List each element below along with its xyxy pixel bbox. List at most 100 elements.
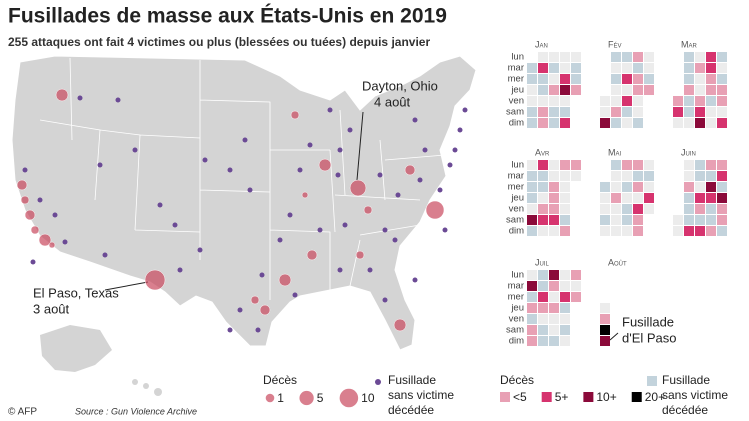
calendar-cell xyxy=(549,160,559,170)
calendar-cell xyxy=(622,160,632,170)
calendar-cell xyxy=(600,193,610,203)
legend-label: 1 xyxy=(277,391,284,405)
calendar-cell xyxy=(706,74,716,84)
calendar-cell xyxy=(684,160,694,170)
calendar-cell xyxy=(549,270,559,280)
calendar-cell xyxy=(673,215,683,225)
calendar-cell xyxy=(611,52,621,62)
calendar-cell xyxy=(706,107,716,117)
incident-dot xyxy=(447,162,453,168)
day-label: lun xyxy=(511,270,524,281)
calendar-cell xyxy=(717,107,727,117)
calendar-cell xyxy=(644,171,654,181)
calendar-cell xyxy=(644,193,654,203)
incident-dot xyxy=(242,137,248,143)
calendar-cell xyxy=(549,336,559,346)
calendar-cell xyxy=(684,215,694,225)
calendar-cell xyxy=(527,96,537,106)
calendar-cell xyxy=(717,226,727,236)
calendar-cell xyxy=(549,96,559,106)
calendar-cell xyxy=(717,171,727,181)
calendar-cell xyxy=(549,74,559,84)
calendar-cell xyxy=(695,215,705,225)
calendar-cell xyxy=(549,182,559,192)
calendar-cell xyxy=(706,215,716,225)
annotation: d'El Paso xyxy=(622,330,677,345)
incident-dot xyxy=(247,187,253,193)
calendar-cell xyxy=(622,215,632,225)
incident-dot xyxy=(307,142,313,148)
calendar-cell xyxy=(684,118,694,128)
calendar-cell xyxy=(560,281,570,291)
calendar-cell xyxy=(527,63,537,73)
day-label: mer xyxy=(508,182,524,193)
calendar-cell xyxy=(633,215,643,225)
calendar-cell xyxy=(622,52,632,62)
calendar-cell xyxy=(717,204,727,214)
calendar-cell xyxy=(684,63,694,73)
us-outline xyxy=(11,55,477,351)
calendar-cell xyxy=(549,281,559,291)
incident-bubble xyxy=(144,269,166,291)
calendar-cell xyxy=(538,118,548,128)
calendar-cell xyxy=(560,96,570,106)
calendar-cell xyxy=(717,63,727,73)
day-label: ven xyxy=(509,96,524,107)
calendar-cell xyxy=(560,270,570,280)
calendar-cell xyxy=(600,204,610,214)
calendar-cell xyxy=(644,160,654,170)
us-map xyxy=(11,55,477,396)
incident-dot xyxy=(292,292,298,298)
calendar-cell xyxy=(695,96,705,106)
day-label: jeu xyxy=(510,193,524,204)
calendar-cell xyxy=(706,85,716,95)
calendar-cell xyxy=(538,171,548,181)
calendar-cell xyxy=(695,85,705,95)
calendar-cell xyxy=(633,107,643,117)
incident-dot xyxy=(337,267,343,273)
legend-bubble xyxy=(265,393,275,403)
calendar-cell xyxy=(560,182,570,192)
incident-bubble xyxy=(16,179,28,191)
calendar-cell xyxy=(549,193,559,203)
calendar-cell xyxy=(717,160,727,170)
calendar-cell xyxy=(717,182,727,192)
day-label: dim xyxy=(509,226,524,237)
calendar-cell xyxy=(538,52,548,62)
calendar-cell xyxy=(560,325,570,335)
calendar-cell xyxy=(571,171,581,181)
incident-dot xyxy=(347,127,353,133)
calendar-cell xyxy=(538,160,548,170)
calendar-cell xyxy=(560,314,570,324)
calendar-cell xyxy=(611,204,621,214)
calendar-cell xyxy=(600,107,610,117)
incident-bubble xyxy=(55,88,69,102)
calendar-cell xyxy=(611,171,621,181)
incident-bubble xyxy=(393,318,407,332)
incident-bubble xyxy=(404,164,416,176)
incident-dot xyxy=(157,202,163,208)
incident-bubble xyxy=(24,209,36,221)
annotation: El Paso, Texas xyxy=(33,285,119,300)
map-legend-other: décédée xyxy=(388,403,434,417)
calendar-cell xyxy=(571,281,581,291)
incident-dot xyxy=(97,162,103,168)
calendar-cell xyxy=(684,107,694,117)
calendar-cell xyxy=(622,182,632,192)
calendar-cell xyxy=(560,226,570,236)
calendar-cell xyxy=(560,74,570,84)
calendar-cell xyxy=(538,74,548,84)
el-paso-calendar-leader xyxy=(609,332,619,341)
calendar-cell xyxy=(527,85,537,95)
calendar-cell xyxy=(695,107,705,117)
calendar-cell xyxy=(538,96,548,106)
annotation: Dayton, Ohio xyxy=(362,78,438,93)
incident-dot xyxy=(382,297,388,303)
incident-bubble xyxy=(259,304,271,316)
calendar-cell xyxy=(571,85,581,95)
calendar-cell xyxy=(527,193,537,203)
day-label: mar xyxy=(508,281,524,292)
calendar-cell xyxy=(644,85,654,95)
incident-dot xyxy=(442,227,448,233)
calendar-cell xyxy=(695,182,705,192)
